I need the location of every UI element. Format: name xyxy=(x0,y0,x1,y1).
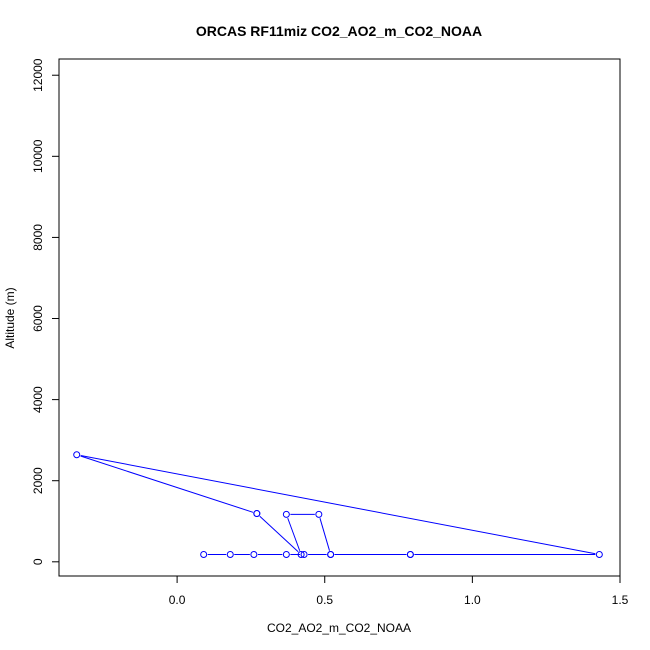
data-point xyxy=(253,510,261,518)
data-point xyxy=(315,510,323,518)
data-point xyxy=(595,551,603,559)
data-point xyxy=(300,551,308,559)
series-line-segment xyxy=(287,517,301,551)
y-tick-label: 0 xyxy=(31,558,45,565)
series-line-segment xyxy=(80,455,596,555)
y-axis-label: Altitude (m) xyxy=(3,287,17,348)
series-line-segment xyxy=(319,518,330,551)
y-axis: 0 2000 4000 6000 8000 10000 12000 xyxy=(31,58,59,565)
y-tick-label: 4000 xyxy=(31,386,45,413)
data-point xyxy=(200,551,208,559)
x-axis: 0.0 0.5 1.0 1.5 xyxy=(169,576,629,607)
y-tick-label: 2000 xyxy=(31,467,45,494)
data-point xyxy=(226,551,234,559)
data-point xyxy=(327,551,335,559)
x-tick-label: 1.5 xyxy=(612,593,629,607)
series-line-segment xyxy=(259,515,299,553)
x-tick-label: 1.0 xyxy=(464,593,481,607)
y-tick-label: 8000 xyxy=(31,224,45,251)
y-tick-label: 10000 xyxy=(31,139,45,173)
x-axis-label: CO2_AO2_m_CO2_NOAA xyxy=(267,621,411,635)
y-tick-label: 6000 xyxy=(31,305,45,332)
x-tick-label: 0.0 xyxy=(169,593,186,607)
data-point xyxy=(297,551,305,559)
x-tick-label: 0.5 xyxy=(316,593,333,607)
data-point xyxy=(250,551,258,559)
y-tick-label: 12000 xyxy=(31,58,45,92)
series-layer xyxy=(73,451,603,559)
chart-title: ORCAS RF11miz CO2_AO2_m_CO2_NOAA xyxy=(196,23,482,39)
data-point xyxy=(73,451,81,459)
plot-frame xyxy=(58,58,621,577)
data-point xyxy=(282,551,290,559)
data-point xyxy=(282,510,290,518)
data-point xyxy=(406,551,414,559)
series-line-segment xyxy=(80,455,254,513)
